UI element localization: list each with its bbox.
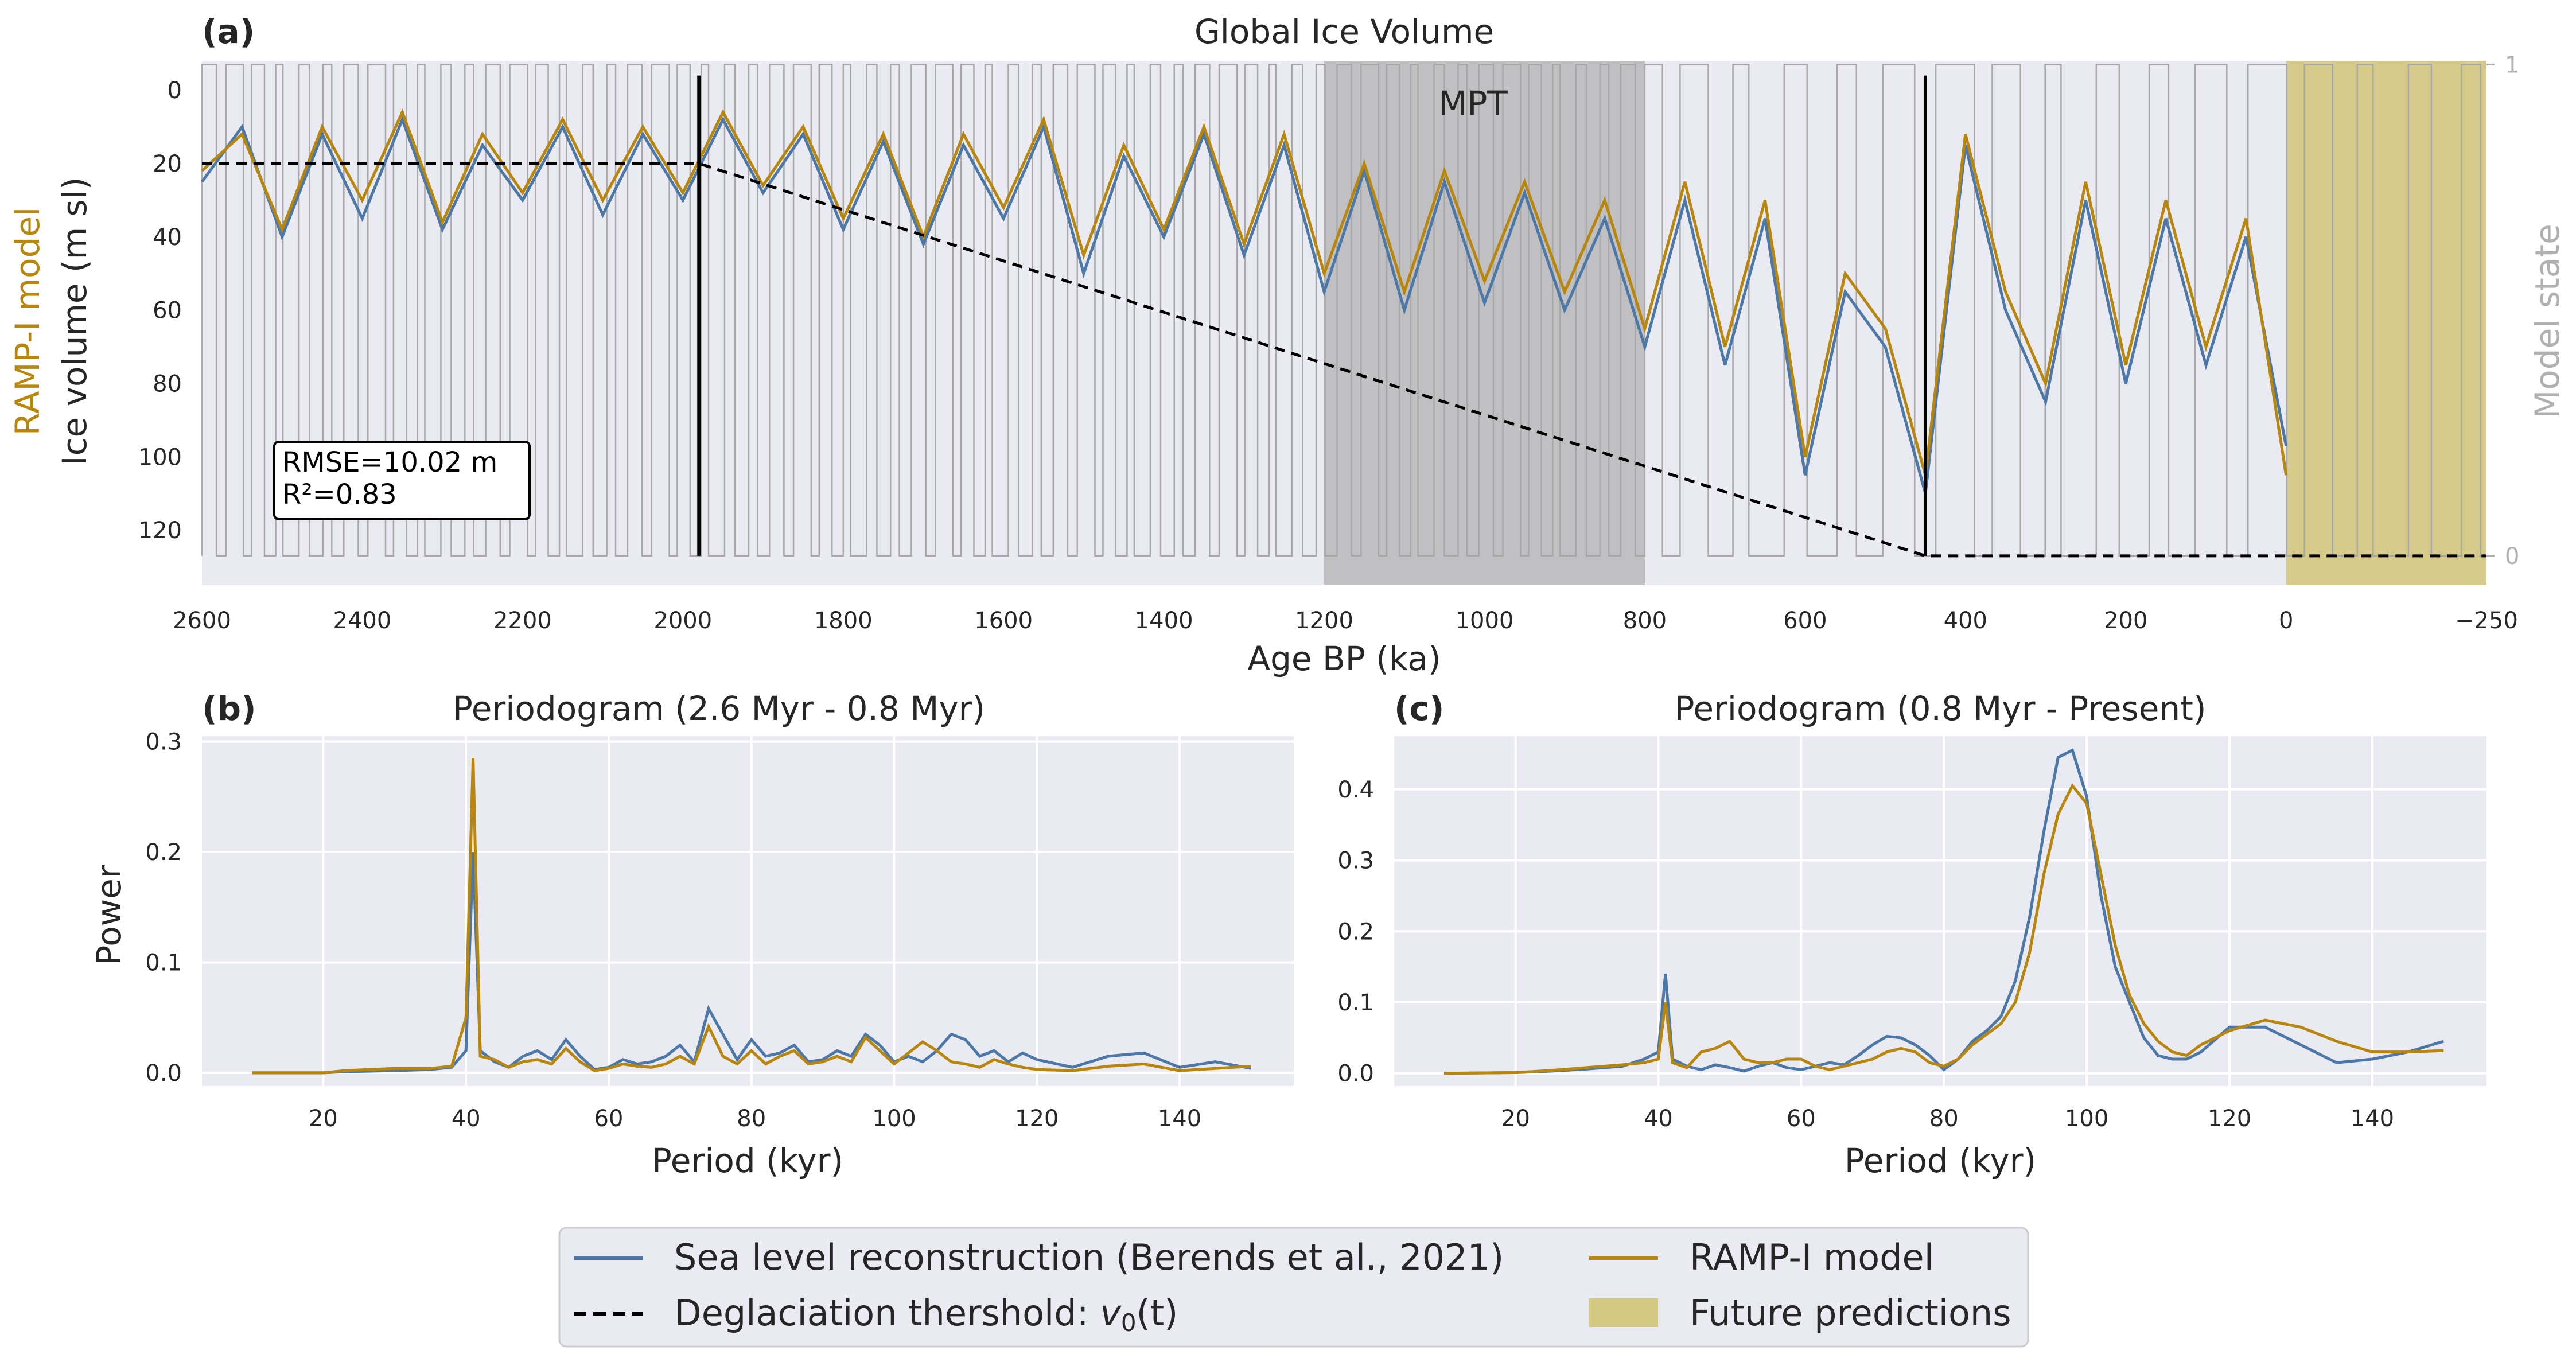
model-state-line	[201, 64, 2486, 557]
y-axis-label-b: Power	[90, 865, 129, 966]
x-tick-label: 1200	[1295, 608, 1353, 634]
x-tick-label: 0	[2279, 608, 2293, 634]
chart-title-b: Periodogram (2.6 Myr - 0.8 Myr)	[453, 689, 985, 728]
y-tick-label: 0.2	[1337, 919, 1374, 945]
x-tick-label: 2400	[333, 608, 392, 634]
legend-label-model: RAMP-I model	[1690, 1236, 1934, 1278]
mpt-region	[1324, 61, 1645, 585]
model-series-c	[1444, 783, 2444, 1075]
model-state-series	[201, 64, 2486, 557]
y-tick-label: 0.0	[145, 1060, 182, 1087]
x-tick-label: 100	[872, 1106, 916, 1132]
reconstruction-series-c	[1444, 748, 2445, 1075]
legend-label-future: Future predictions	[1690, 1292, 2011, 1334]
y-tick-label: 120	[138, 517, 182, 544]
legend-label-reconstruction: Sea level reconstruction (Berends et al.…	[674, 1236, 1504, 1278]
y-ticks-c: 0.0 0.1 0.2 0.3 0.4	[1337, 777, 1374, 1087]
y-ticks-b: 0.0 0.1 0.2 0.3	[145, 729, 182, 1087]
x-ticks-c: 20 40 60 80 100 120 140	[1501, 1106, 2394, 1132]
panel-a: MPT RMSE=10.02 m R²=0.83 2600 2400 2200 200…	[8, 12, 2567, 678]
x-tick-label: 1600	[974, 608, 1033, 634]
x-tick-label: −250	[2455, 608, 2518, 634]
x-axis-label-c: Period (kyr)	[1845, 1141, 2036, 1180]
x-tick-label: 2000	[653, 608, 712, 634]
reconstruction-series	[200, 115, 2288, 494]
r2-text: R²=0.83	[282, 478, 397, 511]
x-tick-label: 2600	[173, 608, 231, 634]
y-ticks-a: 0 20 40 60 80 100 120	[138, 77, 182, 544]
x-tick-label: 1000	[1456, 608, 1514, 634]
mpt-label: MPT	[1438, 84, 1508, 123]
y-tick-label: 0.4	[1337, 777, 1374, 803]
y2-axis-label-a: Model state	[2528, 224, 2567, 419]
x-tick-label: 2200	[493, 608, 552, 634]
x-tick-label: 200	[2104, 608, 2147, 634]
y-axis-label-model: RAMP-I model	[8, 207, 47, 435]
x-tick-label: 1400	[1135, 608, 1193, 634]
x-tick-label: 400	[1944, 608, 1987, 634]
rmse-text: RMSE=10.02 m	[282, 446, 497, 478]
y2-ticks-a: 10	[2486, 52, 2519, 570]
model-series-b	[252, 758, 1251, 1075]
y-axis-label-a: Ice volume (m sl)	[55, 177, 94, 466]
y-tick-label: 60	[153, 298, 182, 324]
x-tick-label: 40	[1644, 1106, 1673, 1132]
x-tick-label: 100	[2065, 1106, 2108, 1132]
x-tick-label: 60	[1787, 1106, 1816, 1132]
x-tick-label: 140	[1158, 1106, 1201, 1132]
legend-box	[558, 1227, 2029, 1348]
y2-tick-label: 0	[2505, 543, 2519, 570]
y2-tick-label: 1	[2505, 52, 2519, 78]
legend: Sea level reconstruction (Berends et al.…	[558, 1227, 2029, 1348]
y-tick-label: 80	[153, 371, 182, 397]
model-series	[201, 108, 2288, 476]
chart-title-a: Global Ice Volume	[1194, 12, 1494, 51]
legend-label-threshold: Deglaciation thershold: v0(t)	[674, 1292, 1178, 1337]
panel-label-b: (b)	[202, 689, 256, 728]
y-tick-label: 0.2	[145, 839, 182, 866]
y-tick-label: 0.1	[1337, 990, 1374, 1016]
x-tick-label: 20	[309, 1106, 338, 1132]
plot-area-b	[202, 736, 1294, 1086]
x-tick-label: 80	[737, 1106, 766, 1132]
x-tick-label: 20	[1501, 1106, 1530, 1132]
stats-box: RMSE=10.02 m R²=0.83	[273, 441, 531, 520]
x-ticks-a: 2600 2400 2200 2000 1800 1600 1400 1200 1000 800 6…	[173, 608, 2518, 634]
x-tick-label: 1800	[814, 608, 873, 634]
panel-b: 20 40 60 80 100 120 140 0.0 0.1 0.2 0.3 (b) Perio…	[90, 689, 1294, 1180]
x-tick-label: 140	[2351, 1106, 2394, 1132]
panel-label-a: (a)	[202, 12, 255, 51]
y-tick-label: 20	[153, 151, 182, 177]
y-tick-label: 0.1	[145, 950, 182, 976]
x-tick-label: 600	[1783, 608, 1827, 634]
x-tick-label: 60	[594, 1106, 624, 1132]
x-tick-label: 120	[1015, 1106, 1059, 1132]
grid-b	[202, 736, 1294, 1086]
deglaciation-threshold-line	[202, 162, 2486, 558]
panel-label-c: (c)	[1394, 689, 1444, 728]
y-tick-label: 40	[153, 224, 182, 251]
y-tick-label: 0.0	[1337, 1061, 1374, 1087]
chart-title-c: Periodogram (0.8 Myr - Present)	[1674, 689, 2206, 728]
x-ticks-b: 20 40 60 80 100 120 140	[309, 1106, 1201, 1132]
y-tick-label: 100	[138, 444, 182, 470]
x-tick-label: 40	[452, 1106, 481, 1132]
y-tick-label: 0.3	[145, 729, 182, 756]
x-axis-label-b: Period (kyr)	[652, 1141, 843, 1180]
x-axis-label-a: Age BP (ka)	[1247, 639, 1441, 678]
legend-swatch-future	[1589, 1298, 1658, 1327]
x-tick-label: 80	[1929, 1106, 1959, 1132]
y-tick-label: 0	[168, 77, 182, 104]
x-tick-label: 800	[1623, 608, 1667, 634]
grid-c	[1394, 736, 2486, 1086]
x-tick-label: 120	[2208, 1106, 2251, 1132]
panel-c: 20 40 60 80 100 120 140 0.0 0.1 0.2 0.3 0.4 (c) Pe…	[1337, 689, 2486, 1180]
future-predictions-region	[2286, 61, 2486, 585]
y-tick-label: 0.3	[1337, 848, 1374, 874]
